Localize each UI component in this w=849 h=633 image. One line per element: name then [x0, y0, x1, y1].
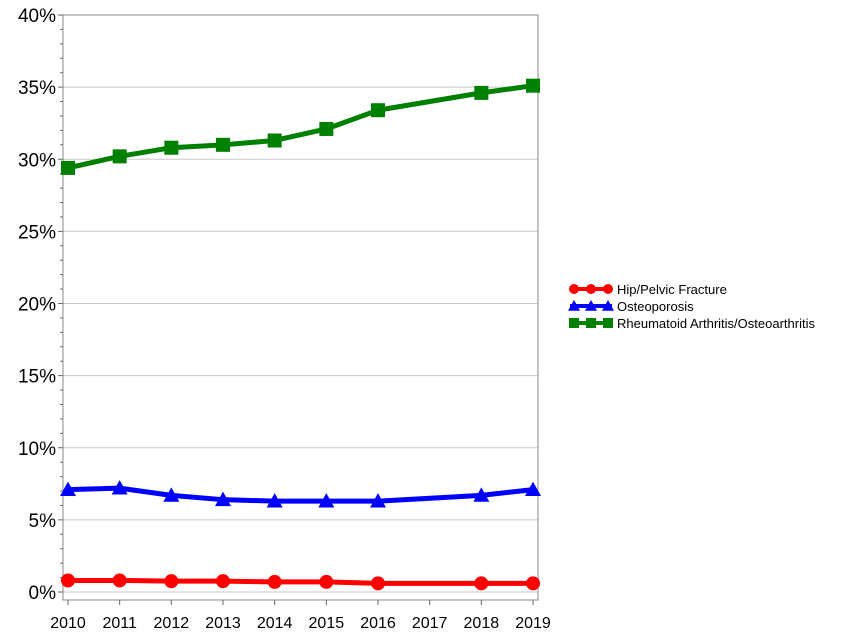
legend-swatch-marker: [569, 284, 579, 294]
data-point-square: [61, 160, 75, 175]
series-line: [65, 83, 536, 171]
data-point-triangle: [215, 491, 231, 507]
data-point-circle: [474, 576, 489, 591]
axes: 0% 5% 10% 15% 20% 25% 30% 35% 40% 2010 2011 2012 201…: [18, 6, 551, 632]
data-point-triangle: [370, 493, 386, 508]
series-rheumatoid-arthritis-osteoarthritis: [61, 78, 540, 175]
series-osteoporosis: [60, 480, 541, 508]
data-point-triangle: [473, 487, 490, 502]
data-point-circle: [526, 576, 540, 591]
data-point-square: [371, 103, 385, 118]
data-point-triangle: [60, 481, 76, 496]
x-tick-label: 2012: [154, 615, 190, 632]
legend-swatch-marker: [603, 318, 613, 328]
data-point-square: [319, 121, 334, 136]
legend-swatch-marker: [603, 284, 613, 294]
plot-frame: [62, 14, 539, 601]
legend-label: Hip/Pelvic Fracture: [617, 282, 727, 297]
data-point-circle: [216, 574, 230, 589]
series-hip-pelvic-fracture: [61, 573, 540, 591]
data-point-square: [267, 133, 282, 148]
legend-label: Rheumatoid Arthritis/Osteoarthritis: [617, 316, 815, 331]
series-line: [65, 577, 536, 586]
y-tick-label: 15%: [18, 367, 56, 388]
data-point-triangle: [163, 487, 180, 502]
data-point-triangle: [266, 493, 283, 508]
x-tick-label: 2018: [464, 615, 500, 632]
x-tick-label: 2010: [50, 615, 86, 632]
legend-swatch-marker: [586, 318, 596, 328]
x-tick-label: 2017: [412, 615, 448, 632]
y-tick-label: 20%: [18, 295, 56, 316]
data-point-square: [112, 149, 127, 164]
data-point-triangle: [525, 481, 541, 496]
data-point-square: [164, 140, 179, 155]
series-layer: [60, 78, 541, 591]
legend-item-hip-pelvic-fracture: Hip/Pelvic Fracture: [569, 282, 727, 297]
data-point-circle: [267, 574, 282, 589]
y-tick-label: 25%: [18, 222, 56, 243]
x-tick-label: 2011: [102, 615, 137, 632]
data-point-triangle: [318, 493, 335, 508]
data-point-circle: [164, 574, 179, 589]
legend-swatch-marker: [569, 318, 579, 328]
legend: Hip/Pelvic Fracture Osteoporosis Rheumatoi…: [568, 282, 815, 331]
legend-swatch-marker: [585, 300, 597, 311]
x-tick-label: 2013: [205, 615, 241, 632]
legend-swatch-marker: [586, 284, 596, 294]
y-tick-label: 30%: [18, 150, 56, 171]
y-tick-label: 35%: [18, 78, 56, 99]
legend-swatch-marker: [568, 300, 580, 311]
legend-item-rheumatoid-arthritis-osteoarthritis: Rheumatoid Arthritis/Osteoarthritis: [569, 316, 815, 331]
series-line: [65, 485, 536, 504]
data-point-triangle: [111, 480, 128, 495]
legend-swatch-marker: [602, 300, 614, 311]
legend-label: Osteoporosis: [617, 299, 694, 314]
data-point-square: [216, 137, 230, 152]
y-tick-label: 5%: [29, 511, 57, 532]
data-point-square: [474, 85, 489, 100]
x-tick-label: 2015: [309, 615, 345, 632]
data-point-circle: [112, 573, 127, 588]
y-tick-label: 10%: [18, 439, 56, 460]
y-tick-label: 40%: [18, 6, 56, 27]
data-point-circle: [371, 576, 385, 591]
data-point-square: [526, 78, 540, 93]
x-tick-label: 2016: [360, 615, 396, 632]
x-tick-label: 2019: [515, 615, 551, 632]
data-point-circle: [319, 574, 334, 589]
x-tick-label: 2014: [257, 615, 293, 632]
legend-item-osteoporosis: Osteoporosis: [568, 299, 694, 314]
data-point-circle: [61, 573, 75, 588]
gridlines: [63, 14, 538, 593]
y-tick-label: 0%: [29, 583, 57, 604]
